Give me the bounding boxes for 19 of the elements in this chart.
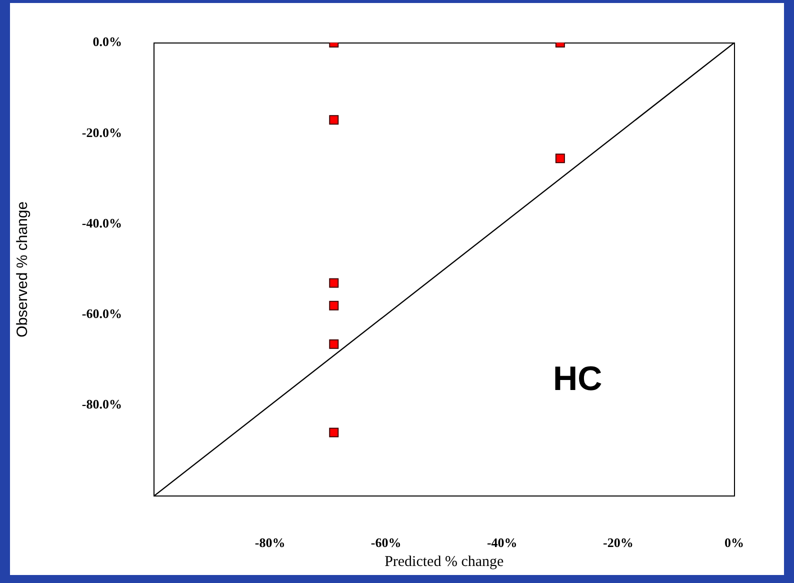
y-tick-label: -20.0% bbox=[82, 124, 122, 140]
x-tick-label: -20% bbox=[603, 535, 634, 550]
x-tick-label: -60% bbox=[370, 535, 402, 550]
y-tick-label: 0.0% bbox=[92, 34, 122, 50]
point bbox=[329, 339, 339, 349]
annotation: HC bbox=[553, 360, 602, 398]
x-axis-title: Predicted % change bbox=[384, 554, 504, 570]
point bbox=[329, 115, 339, 125]
point bbox=[329, 428, 339, 438]
x-tick-label: -40% bbox=[486, 535, 518, 550]
point bbox=[329, 300, 339, 310]
point bbox=[329, 278, 339, 288]
y-tick-label: -60.0% bbox=[82, 306, 122, 322]
y-axis-title: Observed % change bbox=[14, 201, 32, 338]
y-tick-label: -40.0% bbox=[82, 215, 122, 230]
y-tick-label: -80.0% bbox=[82, 396, 122, 412]
point bbox=[555, 154, 565, 164]
x-tick-label: -80% bbox=[254, 535, 286, 550]
x-tick-label: 0% bbox=[724, 535, 744, 550]
